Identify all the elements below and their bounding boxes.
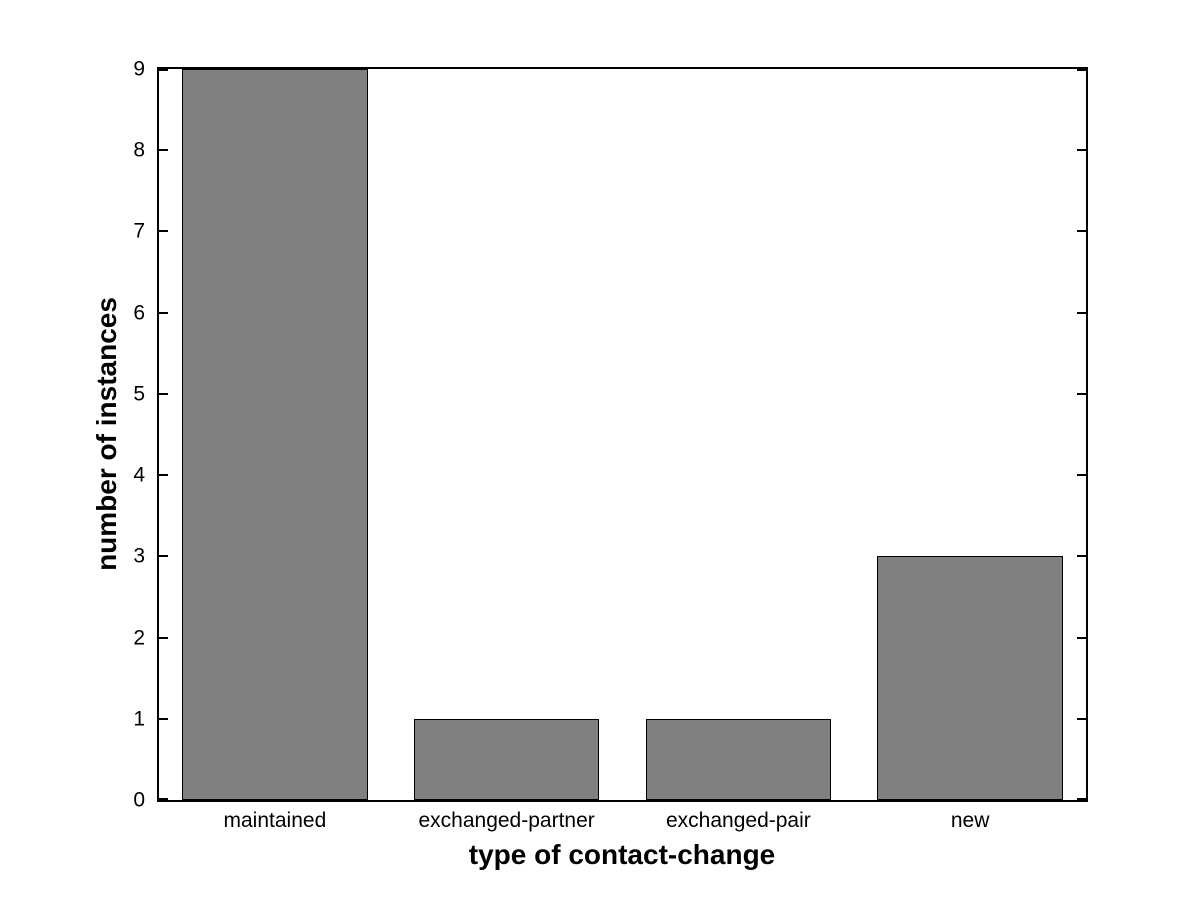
x-tick-label: exchanged-partner (418, 809, 595, 832)
y-tick (1077, 392, 1086, 395)
y-tick-label: 9 (133, 57, 145, 81)
y-tick (159, 392, 168, 395)
y-tick (1077, 555, 1086, 558)
x-tick-label: exchanged-pair (665, 809, 811, 832)
y-tick (159, 149, 168, 152)
bar-exchanged-partner (413, 718, 600, 800)
y-axis-label: number of instances (91, 297, 122, 571)
y-tick (159, 798, 168, 800)
y-tick (159, 69, 168, 71)
y-tick (159, 636, 168, 639)
y-tick (159, 311, 168, 314)
bar-new (877, 556, 1063, 800)
y-tick (1077, 69, 1086, 71)
bar-exchanged-pair (645, 718, 832, 800)
y-tick (159, 474, 168, 477)
y-tick-label: 8 (133, 138, 145, 162)
y-tick-label: 0 (133, 788, 145, 812)
y-tick (159, 230, 168, 233)
y-tick-label: 6 (133, 301, 145, 325)
y-tick (1077, 717, 1086, 720)
y-tick (1077, 230, 1086, 233)
y-tick (1077, 311, 1086, 314)
y-tick-label: 3 (133, 544, 145, 568)
bar-maintained (182, 69, 368, 800)
y-tick (159, 555, 168, 558)
y-tick (1077, 149, 1086, 152)
y-tick (1077, 798, 1086, 800)
x-tick-label: new (950, 809, 990, 832)
y-tick-label: 2 (133, 626, 145, 650)
y-tick (1077, 636, 1086, 639)
x-axis-label: type of contact-change (468, 839, 776, 870)
y-tick-label: 1 (133, 707, 145, 731)
y-tick-label: 7 (133, 219, 145, 243)
x-tick-label: maintained (223, 809, 327, 832)
y-tick-label: 5 (133, 382, 145, 406)
y-tick-label: 4 (133, 463, 145, 487)
y-tick (159, 717, 168, 720)
y-tick (1077, 474, 1086, 477)
plot-area (157, 67, 1088, 802)
